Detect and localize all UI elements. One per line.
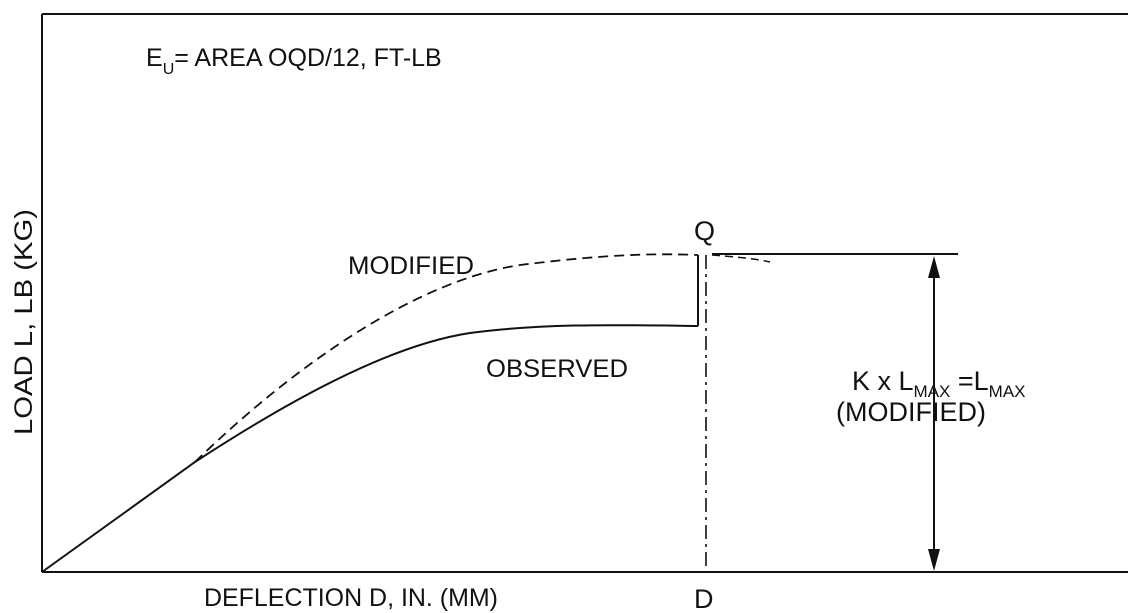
modified-curve-tail: [711, 254, 771, 263]
kxlmax-label: K x LMAX =LMAX: [852, 366, 1026, 401]
dimension-arrow-bottom: [928, 549, 940, 571]
formula-label: EU= AREA OQD/12, FT-LB: [146, 44, 442, 78]
observed-curve: [41, 324, 699, 573]
observed-label: OBSERVED: [486, 355, 628, 383]
modified-paren-label: (MODIFIED): [836, 397, 986, 427]
kxlmax-sub1: MAX: [914, 382, 951, 401]
formula-rest: = AREA OQD/12, FT-LB: [174, 44, 441, 72]
kxlmax-k: K x L: [852, 366, 914, 396]
point-d-label: D: [694, 584, 714, 613]
formula-e: E: [146, 44, 163, 72]
dimension-arrow-top: [928, 256, 940, 278]
formula-sub: U: [163, 61, 175, 78]
modified-curve: [194, 253, 699, 463]
y-axis-label: LOAD L, LB (KG): [10, 209, 38, 435]
kxlmax-sub2: MAX: [989, 382, 1026, 401]
point-q-label: Q: [694, 216, 715, 246]
modified-label: MODIFIED: [348, 252, 474, 280]
kxlmax-eq: =L: [950, 366, 988, 396]
x-axis-label: DEFLECTION D, IN. (MM): [204, 584, 498, 612]
